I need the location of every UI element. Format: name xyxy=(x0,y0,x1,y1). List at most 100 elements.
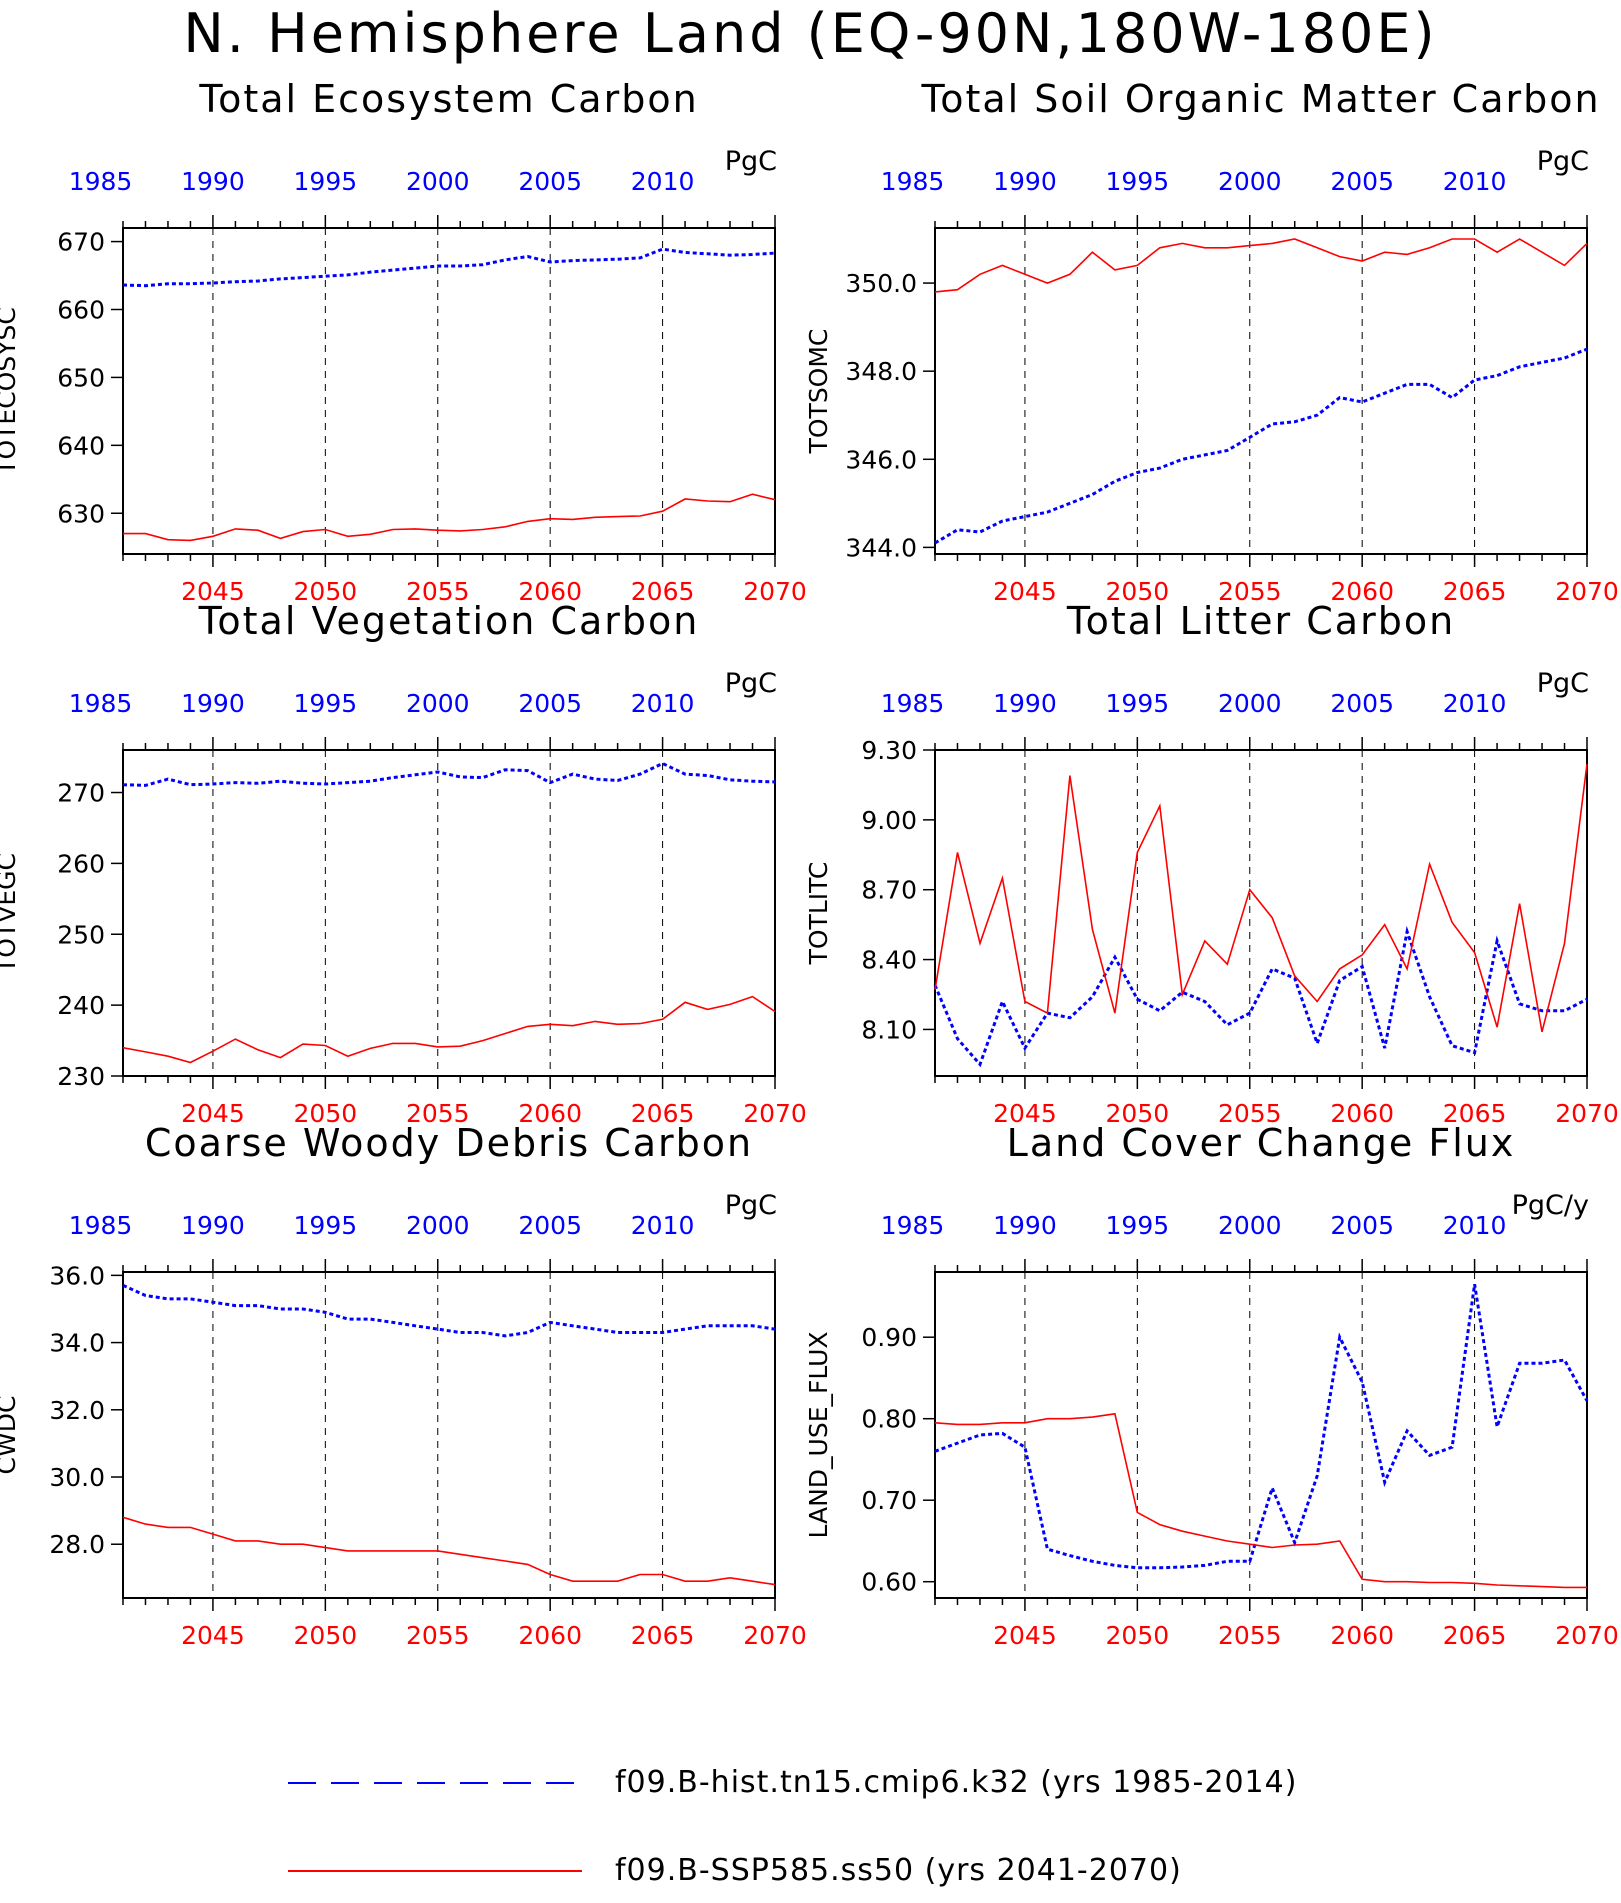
x-tick-label-top: 1985 xyxy=(881,1211,945,1240)
x-tick-label-bottom: 2070 xyxy=(1555,1099,1619,1128)
chart-panel-6: Land Cover Change Flux PgC/y 2045 2050 2055 2… xyxy=(804,1121,1619,1650)
y-axis-label: CWDC xyxy=(0,1396,21,1475)
x-tick-label-bottom: 2050 xyxy=(294,1621,358,1650)
chart-title: Land Cover Change Flux xyxy=(1007,1121,1516,1165)
x-tick-label-bottom: 2050 xyxy=(294,577,358,606)
x-tick-label-top: 2010 xyxy=(631,1211,695,1240)
x-tick-label-top: 2000 xyxy=(406,1211,470,1240)
y-tick-label: 30.0 xyxy=(49,1463,105,1492)
x-tick-label-bottom: 2050 xyxy=(1106,577,1170,606)
x-tick-label-bottom: 2065 xyxy=(1443,1621,1507,1650)
legend-label-ssp: f09.B-SSP585.ss50 (yrs 2041-2070) xyxy=(615,1853,1182,1888)
x-tick-label-top: 1995 xyxy=(294,167,358,196)
x-tick-label-bottom: 2055 xyxy=(406,1099,470,1128)
x-tick-label-bottom: 2070 xyxy=(743,577,807,606)
x-tick-label-bottom: 2055 xyxy=(406,577,470,606)
x-tick-label-bottom: 2060 xyxy=(518,1621,582,1650)
plot-frame xyxy=(122,1271,776,1599)
x-tick-label-top: 1985 xyxy=(69,689,133,718)
x-tick-label-bottom: 2060 xyxy=(1330,1099,1394,1128)
x-tick-label-top: 1990 xyxy=(181,1211,245,1240)
series-line-ssp xyxy=(934,1412,1587,1589)
x-tick-label-top: 2005 xyxy=(518,689,582,718)
y-tick-label: 240 xyxy=(57,991,105,1020)
x-tick-label-top: 1990 xyxy=(993,1211,1057,1240)
x-tick-label-bottom: 2055 xyxy=(1218,1099,1282,1128)
legend-item-ssp: f09.B-SSP585.ss50 (yrs 2041-2070) xyxy=(0,1843,1621,1903)
y-tick-label: 346.0 xyxy=(845,445,917,474)
series-line-hist xyxy=(934,1283,1589,1570)
x-tick-label-top: 1990 xyxy=(181,167,245,196)
x-tick-label-bottom: 2065 xyxy=(631,1621,695,1650)
y-tick-label: 630 xyxy=(57,499,105,528)
series-line-ssp xyxy=(123,493,776,542)
y-tick-label: 230 xyxy=(57,1062,105,1091)
y-tick-label: 660 xyxy=(57,296,105,325)
x-tick-label-top: 2000 xyxy=(406,689,470,718)
x-tick-label-bottom: 2070 xyxy=(1555,1621,1619,1650)
x-tick-label-bottom: 2065 xyxy=(1443,577,1507,606)
x-tick-label-top: 1995 xyxy=(1106,167,1170,196)
series-line-hist xyxy=(122,1284,776,1338)
chart-units: PgC/y xyxy=(1512,1190,1589,1221)
chart-units: PgC xyxy=(1537,668,1589,699)
legend-label-hist: f09.B-hist.tn15.cmip6.k32 (yrs 1985-2014… xyxy=(615,1765,1298,1800)
y-axis-label: TOTSOMC xyxy=(804,329,833,455)
y-axis-label: TOTLITC xyxy=(804,862,833,966)
x-tick-label-top: 2010 xyxy=(1443,1211,1507,1240)
x-tick-label-bottom: 2070 xyxy=(743,1621,807,1650)
x-tick-label-top: 1995 xyxy=(1106,689,1170,718)
x-tick-label-top: 1990 xyxy=(993,689,1057,718)
series-line-ssp xyxy=(122,995,776,1064)
x-tick-label-top: 1985 xyxy=(881,167,945,196)
y-tick-label: 250 xyxy=(57,920,105,949)
y-axis-label: TOTECOSYSC xyxy=(0,307,21,476)
x-tick-label-bottom: 2055 xyxy=(1218,1621,1282,1650)
chart-title: Total Ecosystem Carbon xyxy=(198,77,698,121)
series-line-hist xyxy=(934,347,1588,545)
y-axis-label: LAND_USE_FLUX xyxy=(804,1331,833,1538)
x-tick-label-top: 1985 xyxy=(881,689,945,718)
x-tick-label-bottom: 2045 xyxy=(993,577,1057,606)
y-tick-label: 0.70 xyxy=(861,1486,917,1515)
x-tick-label-bottom: 2050 xyxy=(294,1099,358,1128)
x-tick-label-top: 1995 xyxy=(294,689,358,718)
y-tick-label: 670 xyxy=(57,228,105,257)
x-tick-label-bottom: 2045 xyxy=(993,1621,1057,1650)
y-tick-label: 0.80 xyxy=(861,1405,917,1434)
y-tick-label: 260 xyxy=(57,849,105,878)
page-title: N. Hemisphere Land (EQ-90N,180W-180E) xyxy=(183,2,1438,65)
legend-line-ssp xyxy=(288,1870,582,1872)
x-tick-label-bottom: 2060 xyxy=(1330,1621,1394,1650)
y-tick-label: 8.10 xyxy=(861,1015,917,1044)
y-tick-label: 8.70 xyxy=(861,876,917,905)
x-tick-label-top: 2000 xyxy=(1218,1211,1282,1240)
x-tick-label-top: 2010 xyxy=(631,689,695,718)
y-tick-label: 9.00 xyxy=(861,806,917,835)
legend-item-hist: f09.B-hist.tn15.cmip6.k32 (yrs 1985-2014… xyxy=(0,1755,1621,1815)
x-tick-label-top: 1990 xyxy=(993,167,1057,196)
charts-area: Total Ecosystem Carbon PgC 2045 2050 2055 206… xyxy=(0,77,1619,1650)
chart-units: PgC xyxy=(725,1190,777,1221)
x-tick-label-bottom: 2055 xyxy=(1218,577,1282,606)
y-tick-label: 32.0 xyxy=(49,1396,105,1425)
y-tick-label: 0.60 xyxy=(861,1568,917,1597)
y-tick-label: 350.0 xyxy=(845,269,917,298)
chart-panel-3: Total Vegetation Carbon PgC 2045 2050 2055 20… xyxy=(0,599,807,1128)
x-tick-label-bottom: 2055 xyxy=(406,1621,470,1650)
x-tick-label-bottom: 2060 xyxy=(518,1099,582,1128)
x-tick-label-top: 2005 xyxy=(518,1211,582,1240)
chart-title: Total Litter Carbon xyxy=(1066,599,1455,643)
x-tick-label-top: 2000 xyxy=(1218,689,1282,718)
y-tick-label: 344.0 xyxy=(845,533,917,562)
chart-title: Total Soil Organic Matter Carbon xyxy=(920,77,1600,121)
x-tick-label-bottom: 2060 xyxy=(1330,577,1394,606)
legend-line-hist xyxy=(288,1782,582,1784)
chart-panel-4: Total Litter Carbon PgC 2045 2050 2055 2060 20… xyxy=(804,599,1619,1128)
chart-title: Coarse Woody Debris Carbon xyxy=(145,1121,753,1165)
chart-panel-5: Coarse Woody Debris Carbon PgC 2045 2050 205… xyxy=(0,1121,807,1650)
series-line-hist xyxy=(933,925,1588,1068)
x-tick-label-top: 2005 xyxy=(518,167,582,196)
x-tick-label-top: 1995 xyxy=(1106,1211,1170,1240)
x-tick-label-bottom: 2045 xyxy=(993,1099,1057,1128)
